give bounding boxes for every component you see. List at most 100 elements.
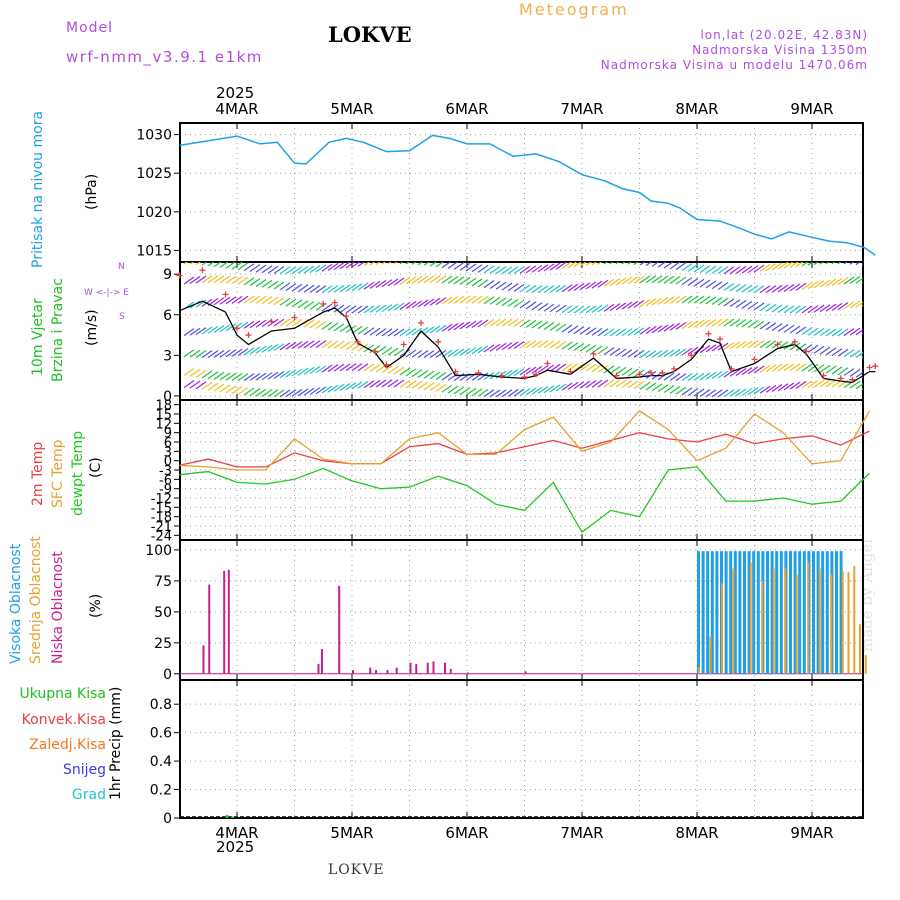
precip-ytick-label: 0.2 (150, 783, 172, 799)
wind-barb (525, 265, 537, 274)
wind-barb (537, 264, 549, 273)
wind-barb (711, 371, 723, 380)
elevation-label: Nadmorska Visina 1350m (692, 43, 868, 57)
wind-barb (315, 264, 327, 273)
wind-barb (771, 304, 783, 313)
wind-barb (573, 363, 585, 372)
wind-barb (345, 363, 357, 372)
wind-barb (567, 381, 579, 390)
wind-barb (681, 387, 693, 396)
wind-barb (741, 387, 753, 396)
wind-barb (759, 285, 771, 294)
wind-barb (651, 275, 663, 284)
wind-barb (411, 300, 423, 309)
wind-barb (729, 283, 741, 292)
wind-barb (531, 264, 543, 273)
wind-barb (543, 385, 555, 394)
temp-ytick-label: -18 (151, 511, 172, 526)
wind-barb (333, 383, 345, 392)
cloud-mid-bar (853, 566, 856, 674)
cloud-mid-bar (761, 580, 764, 674)
wind-barb (813, 345, 825, 354)
wind-ytick-label: 0 (163, 389, 172, 405)
wind-barb (303, 284, 315, 293)
wind-barb (705, 265, 717, 274)
wind-barb (531, 302, 543, 311)
cloud-mid-bar (830, 574, 833, 674)
wind-barb (705, 389, 717, 398)
wind-barb (207, 350, 219, 359)
wind-barb (471, 320, 483, 328)
wind-barb (201, 262, 208, 266)
wind-barb (843, 301, 855, 310)
wind-barb (573, 342, 585, 351)
wind-barb (507, 266, 519, 275)
wind-barb (789, 283, 801, 292)
wind-barb (735, 299, 747, 308)
pressure-ytick-label: 1030 (136, 128, 172, 144)
wind-barb (501, 298, 513, 307)
temp-ytick-label: 0 (164, 455, 172, 470)
wind-barb (777, 304, 789, 313)
wind-barb (807, 305, 819, 314)
wind-barb (501, 282, 513, 291)
wind-barb (795, 326, 807, 335)
wind-barb (453, 276, 465, 285)
wind-barb (717, 370, 729, 379)
wind-barb (813, 379, 825, 388)
wind-barb (819, 304, 831, 313)
cloud-high-bar (747, 551, 751, 674)
wind-barb (549, 384, 561, 393)
cloud-high-bar (816, 551, 820, 674)
wind-barb (213, 371, 225, 380)
wind-barb (717, 389, 729, 398)
wind-barb (729, 341, 741, 350)
wind-barb (525, 366, 537, 375)
wind-barb (705, 371, 717, 380)
wind-barb (327, 262, 339, 271)
wind-barb (303, 319, 315, 328)
cloud-high-bar (701, 551, 705, 674)
wind-barb (825, 278, 837, 287)
wind-barb (603, 347, 615, 356)
wind-barb (549, 340, 561, 349)
wind-barb (843, 368, 855, 377)
wind-barb (807, 344, 819, 353)
wind-barb (765, 285, 777, 294)
wind-barb (675, 321, 687, 330)
wind-barb (729, 299, 741, 308)
wind-gust-marker (872, 363, 879, 370)
wind-barb (435, 349, 447, 358)
wind-barb (213, 325, 225, 334)
temp-2m-line (179, 430, 870, 468)
wind-barb (573, 305, 585, 314)
cloud-mid-bar (698, 667, 700, 674)
wind-barb (555, 363, 567, 372)
wind-barb (333, 304, 345, 313)
wind-barb (267, 344, 279, 352)
cloud-high-bar (825, 551, 829, 674)
wind-gust-marker (268, 318, 275, 325)
wind-barb (327, 322, 339, 331)
wind-barb (723, 318, 735, 327)
cloud-low-bar (395, 667, 398, 674)
wind-barb (501, 342, 513, 351)
wind-barb (303, 265, 315, 274)
wind-barb (687, 320, 699, 329)
precip-ytick-label: 0.6 (150, 726, 172, 742)
wind-gust-marker (774, 341, 781, 348)
wind-barb (765, 263, 777, 272)
wind-barb (429, 383, 441, 391)
cloud-high-bar (715, 551, 719, 674)
wind-barb (447, 296, 459, 305)
wind-barb (567, 325, 579, 334)
wind-barb (297, 284, 309, 293)
wind-barb (381, 365, 393, 374)
wind-barb (441, 384, 453, 393)
wind-barb (627, 300, 639, 309)
wind-barb (207, 262, 215, 267)
wind-barb (219, 349, 231, 358)
wind-barb (789, 325, 801, 334)
wind-barb (519, 300, 531, 309)
wind-barb (741, 284, 753, 293)
